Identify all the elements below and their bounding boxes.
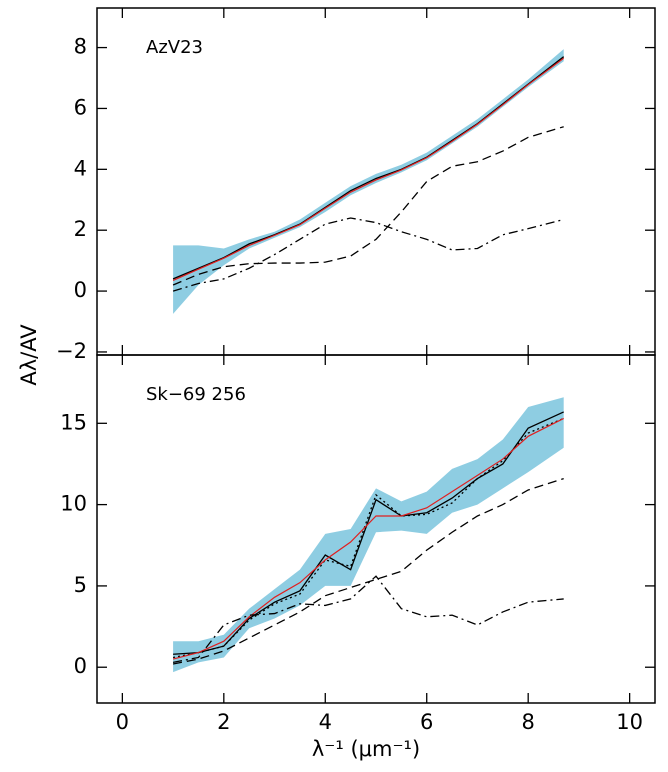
y-tick-label: 0: [74, 278, 87, 302]
series-line: [172, 126, 564, 286]
x-tick-label: 10: [616, 710, 643, 734]
panel-label: Sk−69 256: [146, 384, 246, 405]
plot-frame: [96, 354, 656, 704]
x-tick-label: 4: [319, 710, 332, 734]
series-line: [172, 575, 564, 663]
x-axis-label: λ⁻¹ (μm⁻¹): [312, 737, 420, 761]
y-tick-label: 15: [60, 410, 87, 434]
y-tick-label: 2: [74, 217, 87, 241]
x-tick-label: 0: [116, 710, 129, 734]
panel-label: AzV23: [146, 37, 203, 58]
y-axis-label: Aλ/AV: [17, 324, 41, 386]
uncertainty-band: [173, 397, 564, 673]
x-tick-label: 8: [521, 710, 534, 734]
series-line: [172, 477, 564, 665]
series-line: [172, 56, 565, 280]
y-tick-label: 8: [74, 35, 87, 59]
y-tick-label: 6: [74, 95, 87, 119]
series-line: [172, 417, 564, 660]
y-tick-label: 0: [74, 654, 87, 678]
y-tick-label: 5: [74, 573, 87, 597]
x-tick-label: 6: [420, 710, 433, 734]
series-line: [172, 57, 565, 281]
series-line: [172, 417, 564, 659]
y-tick-label: 10: [60, 492, 87, 516]
x-tick-label: 2: [217, 710, 230, 734]
y-tick-label: −2: [56, 339, 87, 363]
y-tick-label: 4: [74, 156, 87, 180]
